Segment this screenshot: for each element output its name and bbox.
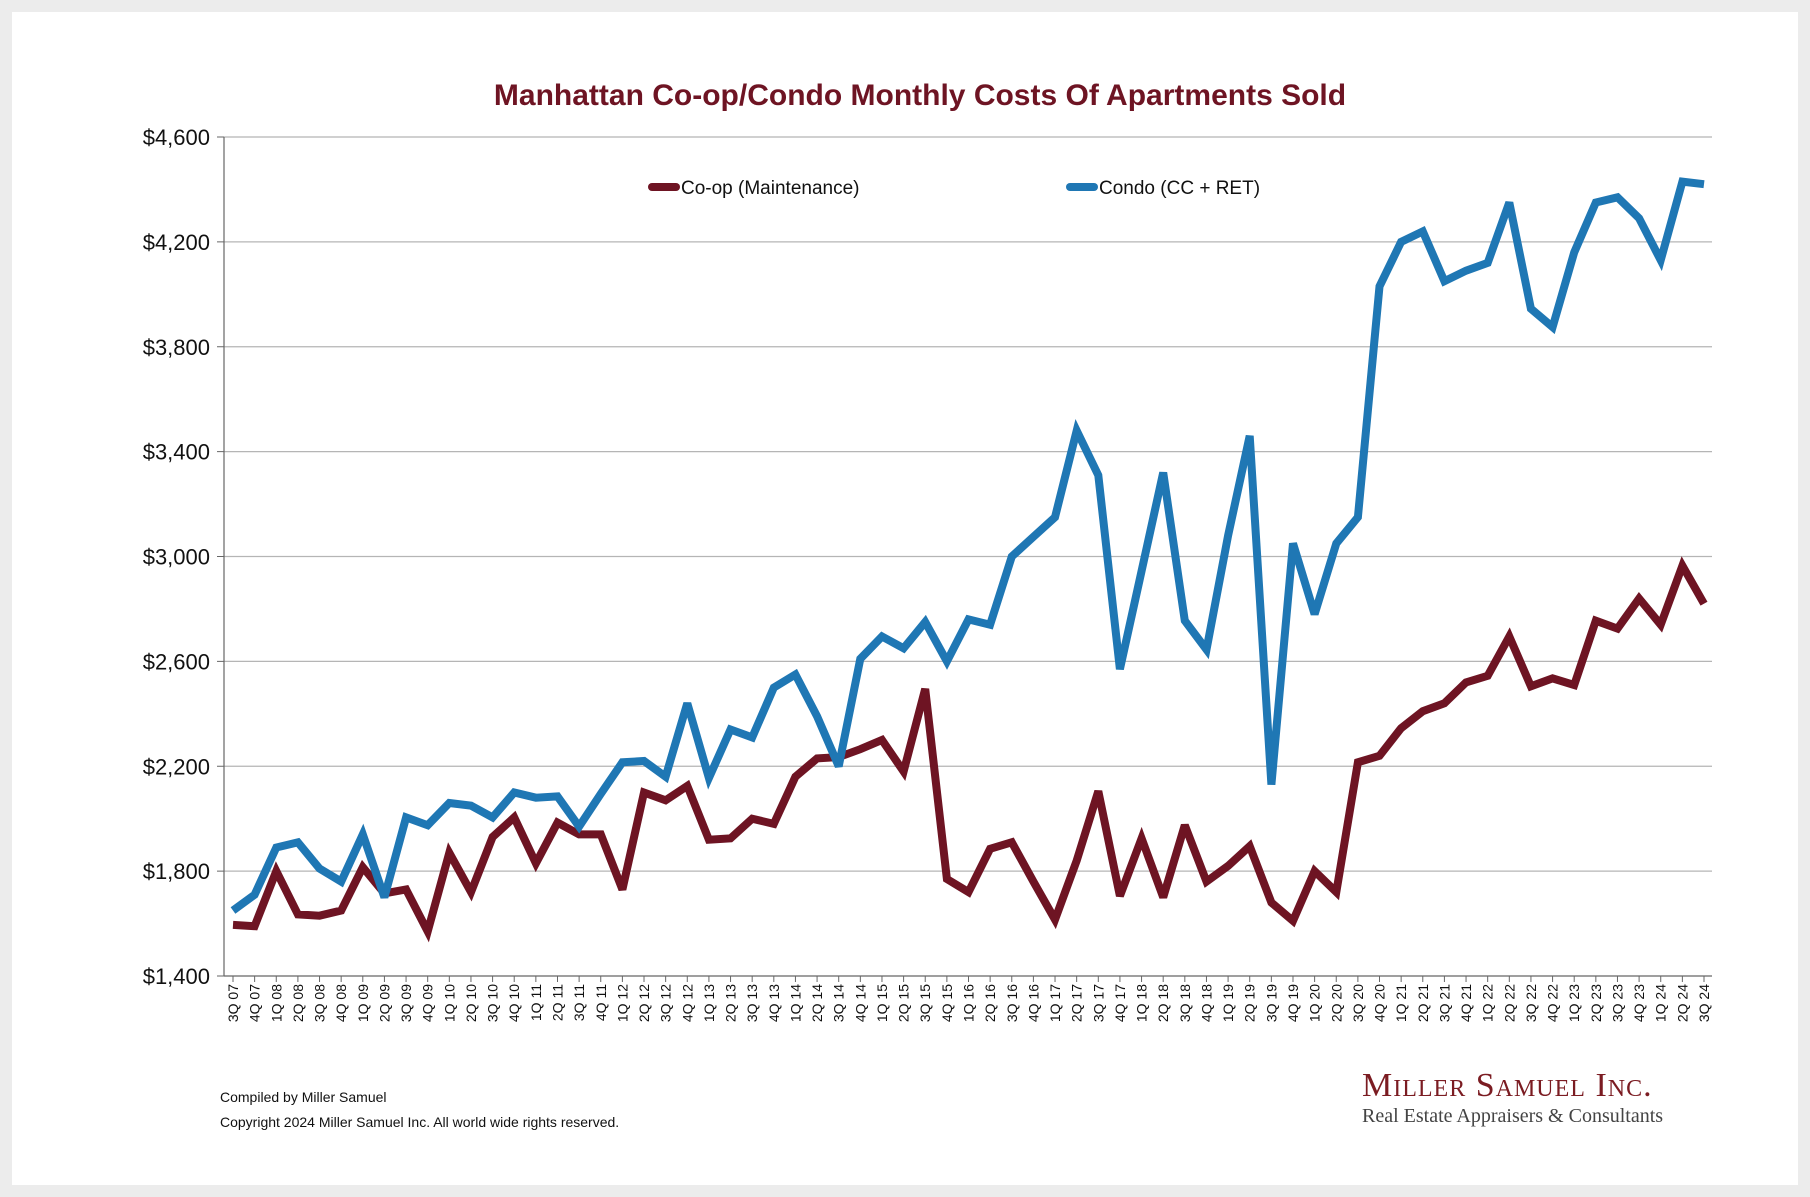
x-tick-label: 4Q 17	[1112, 984, 1128, 1022]
x-tick-label: 2Q 20	[1328, 984, 1344, 1022]
x-tick-label: 3Q 21	[1436, 984, 1452, 1022]
x-tick-label: 4Q 22	[1545, 984, 1561, 1022]
x-tick-label: 4Q 11	[593, 984, 609, 1021]
x-tick-label: 3Q 20	[1350, 984, 1366, 1022]
x-tick-label: 4Q 21	[1458, 984, 1474, 1022]
x-tick-label: 2Q 10	[463, 984, 479, 1022]
copyright-note: Copyright 2024 Miller Samuel Inc. All wo…	[220, 1114, 620, 1130]
x-tick-label: 2Q 18	[1155, 984, 1171, 1022]
x-tick-label: 1Q 09	[355, 984, 371, 1022]
company-logo: Miller Samuel Inc. Real Estate Appraiser…	[1362, 1068, 1762, 1128]
x-tick-label: 3Q 18	[1177, 984, 1193, 1022]
x-tick-label: 3Q 13	[744, 984, 760, 1022]
x-tick-label: 1Q 24	[1653, 984, 1669, 1022]
x-tick-label: 1Q 10	[441, 984, 457, 1022]
x-tick-label: 1Q 23	[1566, 984, 1582, 1022]
series-lines	[230, 177, 1708, 943]
x-tick-label: 3Q 17	[1090, 984, 1106, 1022]
y-tick-label: $4,200	[143, 230, 210, 255]
x-tick-label: 1Q 22	[1480, 984, 1496, 1022]
x-tick-label: 1Q 19	[1220, 984, 1236, 1022]
company-logo-tagline: Real Estate Appraisers & Consultants	[1362, 1105, 1664, 1127]
y-tick-label: $3,000	[143, 545, 210, 570]
x-tick-label: 3Q 22	[1523, 984, 1539, 1022]
x-tick-label: 2Q 19	[1242, 984, 1258, 1022]
x-tick-label: 4Q 23	[1631, 984, 1647, 1022]
y-tick-label: $1,400	[143, 964, 210, 989]
x-axis-ticks: 3Q 07 4Q 07 1Q 08 2Q 08 3Q 08 4Q 08 1Q 09 2Q 09…	[225, 976, 1712, 1022]
x-tick-label: 1Q 12	[614, 984, 630, 1022]
x-tick-label: 2Q 21	[1415, 984, 1431, 1022]
x-tick-label: 2Q 12	[636, 984, 652, 1022]
x-tick-label: 4Q 07	[247, 984, 263, 1022]
x-tick-label: 1Q 13	[701, 984, 717, 1022]
x-tick-label: 2Q 13	[723, 984, 739, 1022]
x-tick-label: 4Q 16	[1025, 984, 1041, 1022]
y-axis-ticks: $1,400 $1,800 $2,200 $2,600 $3,000 $3,400 $3,8…	[143, 125, 224, 989]
chart-svg: Manhattan Co-op/Condo Monthly Costs Of A…	[143, 79, 1712, 1022]
x-tick-label: 1Q 21	[1393, 984, 1409, 1022]
x-tick-label: 2Q 09	[376, 984, 392, 1022]
x-tick-label: 3Q 15	[917, 984, 933, 1022]
x-tick-label: 4Q 20	[1372, 984, 1388, 1022]
condo-series-line	[230, 177, 1705, 914]
x-tick-label: 3Q 07	[225, 984, 241, 1022]
x-tick-label: 2Q 15	[896, 984, 912, 1022]
x-tick-label: 2Q 14	[809, 984, 825, 1022]
company-logo-name: Miller Samuel Inc.	[1362, 1067, 1653, 1104]
x-tick-label: 3Q 24	[1696, 984, 1712, 1022]
x-tick-label: 1Q 14	[787, 984, 803, 1022]
x-tick-label: 1Q 17	[1047, 984, 1063, 1022]
y-tick-label: $1,800	[143, 859, 210, 884]
chart-title: Manhattan Co-op/Condo Monthly Costs Of A…	[494, 79, 1346, 112]
y-tick-label: $4,600	[143, 125, 210, 150]
y-tick-label: $3,400	[143, 440, 210, 465]
x-tick-label: 1Q 15	[874, 984, 890, 1022]
x-tick-label: 2Q 24	[1674, 984, 1690, 1022]
y-tick-label: $2,200	[143, 754, 210, 779]
x-tick-label: 3Q 23	[1609, 984, 1625, 1022]
x-tick-label: 4Q 08	[333, 984, 349, 1022]
x-tick-label: 4Q 10	[506, 984, 522, 1022]
x-tick-label: 2Q 22	[1501, 984, 1517, 1022]
x-tick-label: 3Q 10	[485, 984, 501, 1022]
x-tick-label: 3Q 12	[658, 984, 674, 1022]
x-tick-label: 4Q 13	[766, 984, 782, 1022]
x-tick-label: 4Q 18	[1198, 984, 1214, 1022]
x-tick-label: 2Q 23	[1588, 984, 1604, 1022]
grid-lines	[224, 136, 1712, 872]
x-tick-label: 3Q 14	[831, 984, 847, 1022]
coop-series-line	[232, 556, 1708, 943]
x-tick-label: 1Q 16	[961, 984, 977, 1022]
x-tick-label: 3Q 16	[1004, 984, 1020, 1022]
x-tick-label: 4Q 19	[1285, 984, 1301, 1022]
legend-label-coop: Co-op (Maintenance)	[681, 178, 859, 199]
compiled-by-note: Compiled by Miller Samuel	[220, 1089, 387, 1105]
x-tick-label: 2Q 17	[1069, 984, 1085, 1022]
x-tick-label: 3Q 08	[312, 984, 328, 1022]
x-tick-label: 1Q 11	[528, 984, 544, 1021]
x-tick-label: 3Q 11	[571, 984, 587, 1021]
x-tick-label: 3Q 09	[398, 984, 414, 1022]
x-tick-label: 4Q 12	[679, 984, 695, 1022]
x-tick-label: 4Q 09	[420, 984, 436, 1022]
chart-card: Manhattan Co-op/Condo Monthly Costs Of A…	[12, 12, 1798, 1185]
x-tick-label: 1Q 08	[268, 984, 284, 1022]
legend: Co-op (Maintenance) Condo (CC + RET)	[648, 178, 1260, 199]
x-tick-label: 2Q 16	[982, 984, 998, 1022]
x-tick-label: 1Q 18	[1134, 984, 1150, 1022]
x-tick-label: 2Q 11	[549, 984, 565, 1021]
x-tick-label: 4Q 14	[852, 984, 868, 1022]
x-tick-label: 4Q 15	[939, 984, 955, 1022]
legend-label-condo: Condo (CC + RET)	[1099, 178, 1260, 199]
x-tick-label: 2Q 08	[290, 984, 306, 1022]
y-tick-label: $2,600	[143, 649, 210, 674]
y-tick-label: $3,800	[143, 335, 210, 360]
x-tick-label: 1Q 20	[1307, 984, 1323, 1022]
x-tick-label: 3Q 19	[1263, 984, 1279, 1022]
